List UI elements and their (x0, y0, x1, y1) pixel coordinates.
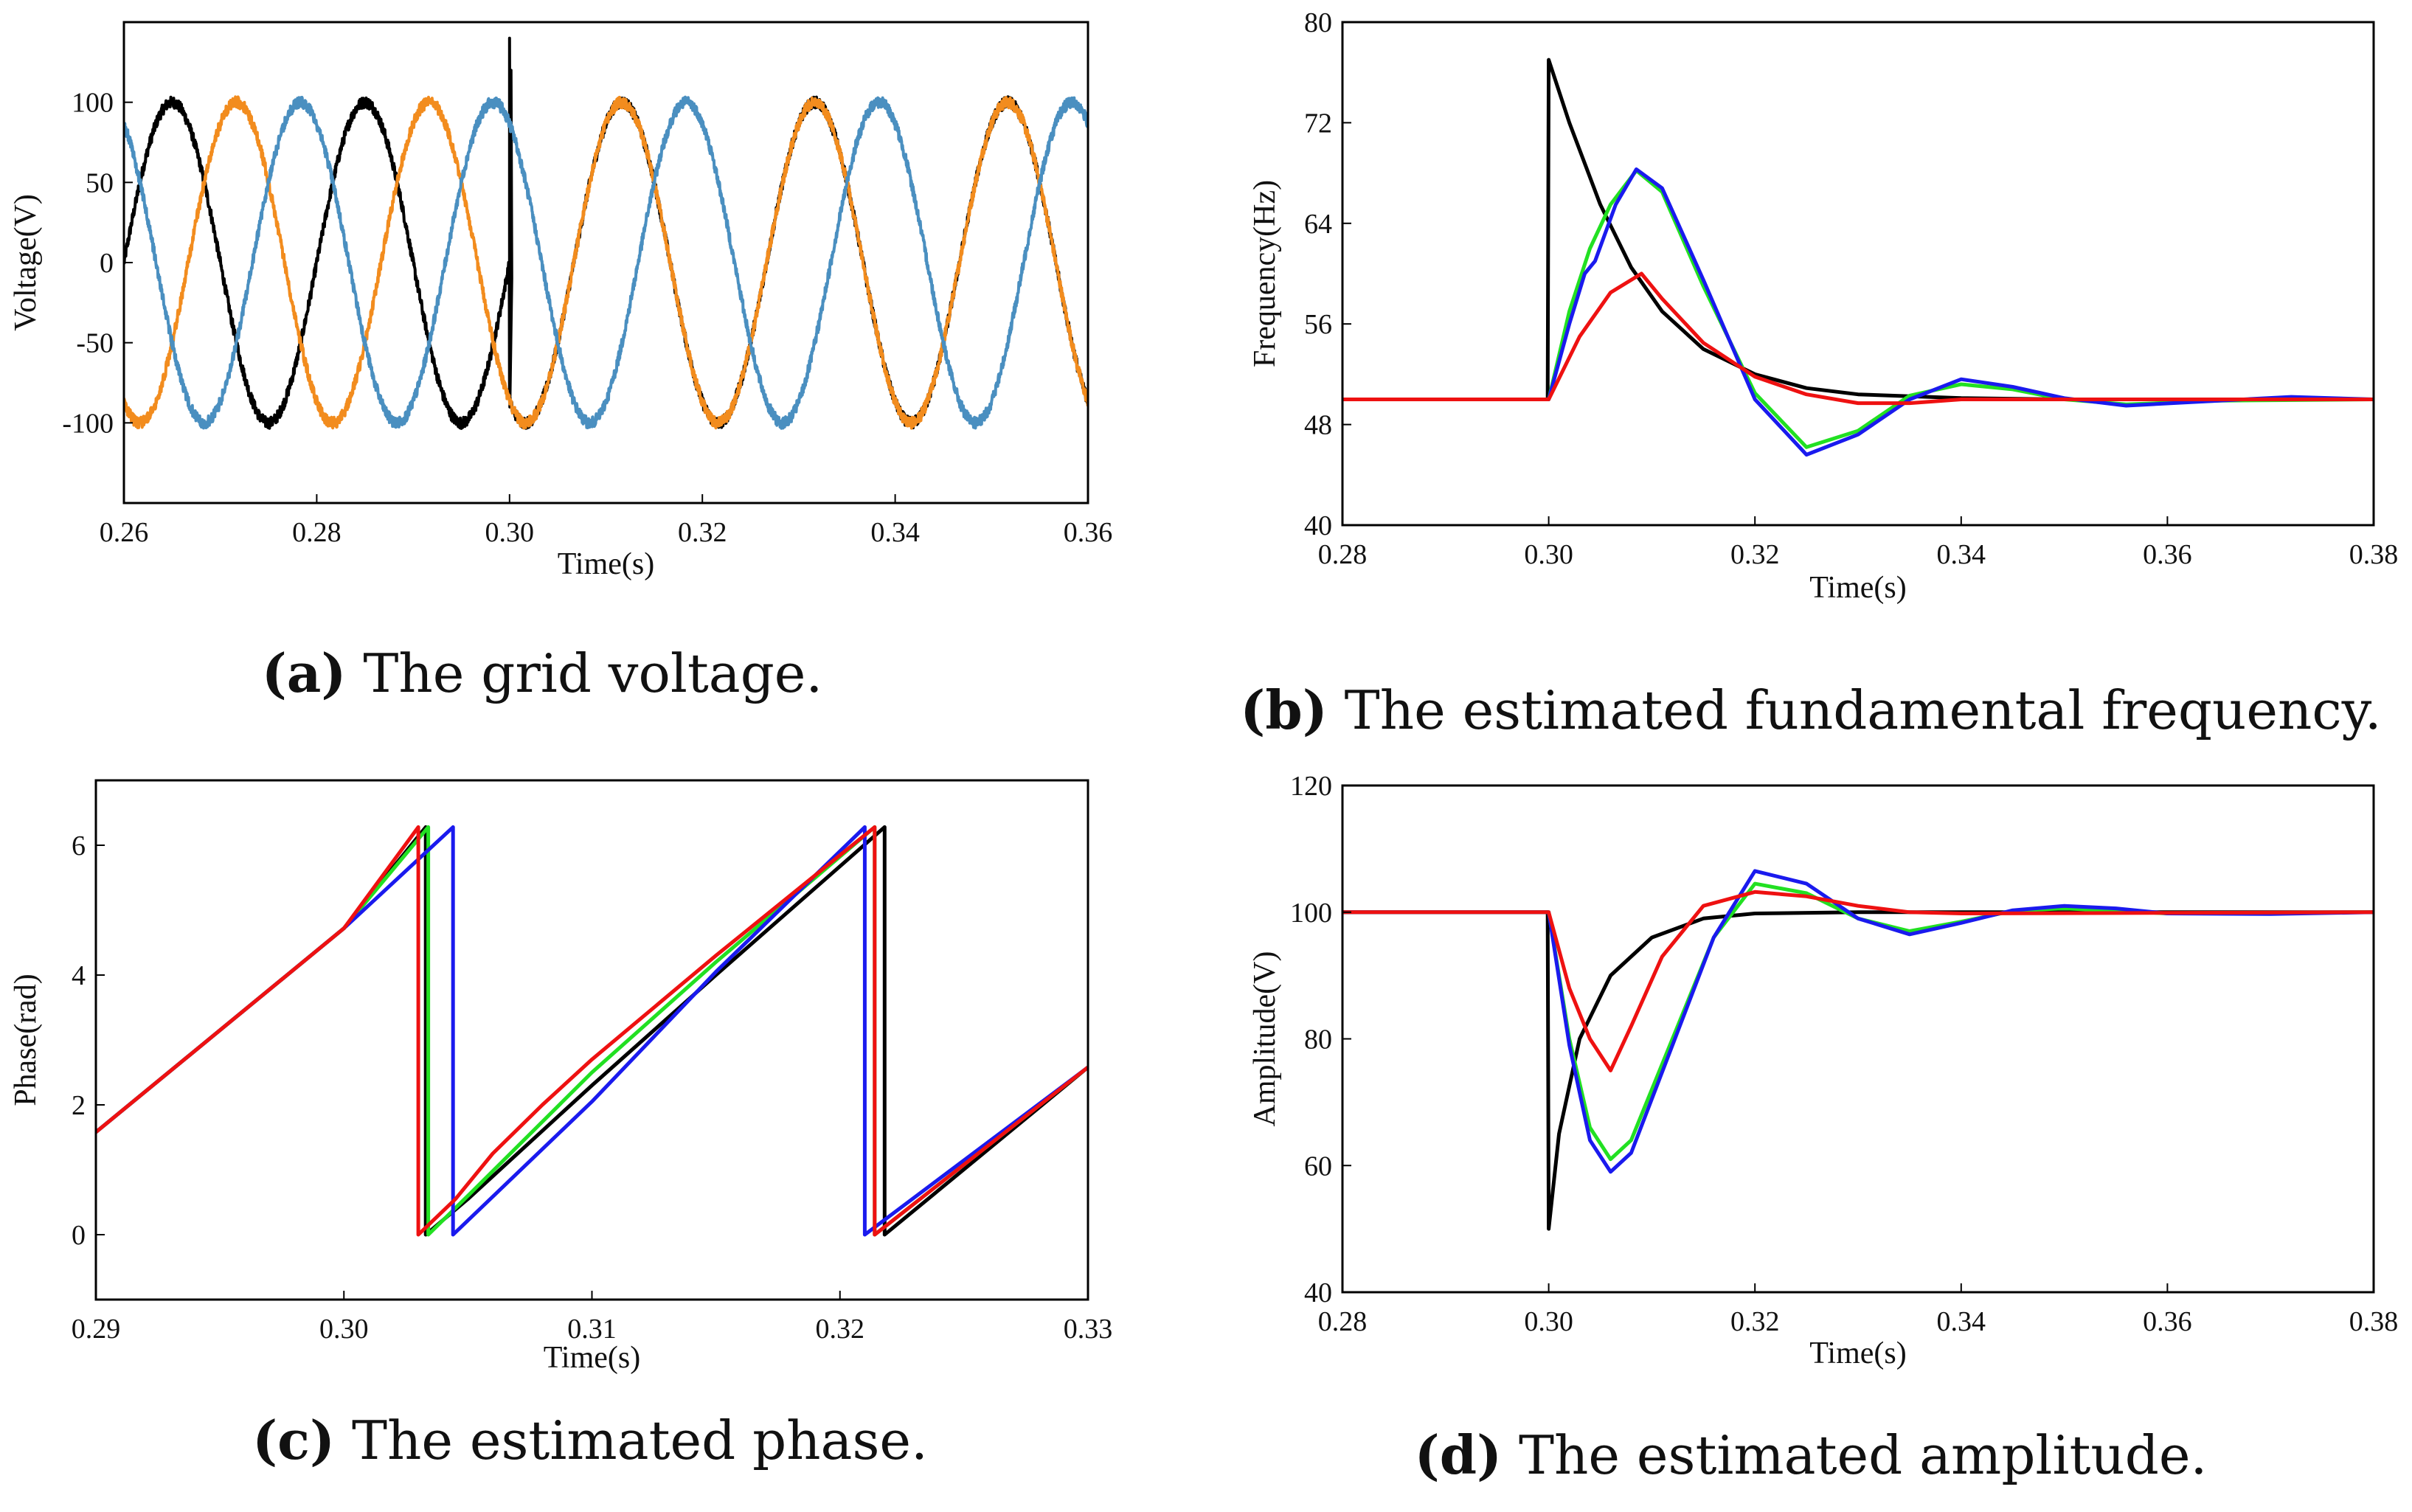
caption-d-tag: (d) (1414, 1423, 1503, 1486)
chart-a-ylabel: Voltage(V) (9, 194, 43, 331)
caption-d-text: The estimated amplitude. (1519, 1424, 2208, 1486)
chart-b-ylabel: Frequency(Hz) (1248, 180, 1282, 367)
chart-c-series-red (96, 825, 1088, 1237)
chart-b-ytick-label: 48 (1304, 410, 1332, 441)
caption-a-tag: (a) (261, 642, 347, 704)
chart-c-xtick-label: 0.32 (816, 1314, 865, 1345)
chart-d-xtick-label: 0.38 (2349, 1306, 2399, 1337)
chart-d-ytick-label: 60 (1304, 1151, 1332, 1182)
chart-c-series-black (96, 825, 1088, 1237)
chart-c-xtick-label: 0.31 (567, 1314, 617, 1345)
chart-b-xtick-label: 0.32 (1730, 539, 1780, 570)
chart-a-series-phase-a (124, 36, 1088, 430)
chart-b-ytick-label: 72 (1304, 108, 1332, 139)
chart-c-xlabel: Time(s) (544, 1341, 640, 1375)
chart-b-ytick-label: 80 (1304, 7, 1332, 38)
chart-d-xtick-label: 0.32 (1730, 1306, 1780, 1337)
chart-d-xtick-label: 0.30 (1524, 1306, 1573, 1337)
chart-b-ytick-label: 40 (1304, 510, 1332, 541)
chart-d-xtick-label: 0.28 (1318, 1306, 1368, 1337)
chart-c-phase: 0.29 0.30 0.31 0.32 0.33 0 2 4 6 Time(s) Phase(rad… (9, 779, 1113, 1375)
caption-c: (c) The estimated phase. (0, 1409, 1180, 1471)
chart-a-xtick-label: 0.26 (100, 517, 149, 548)
caption-b-text: The estimated fundamental frequency. (1344, 679, 2382, 741)
chart-b-xtick-label: 0.28 (1318, 539, 1368, 570)
chart-b-xlabel: Time(s) (1809, 571, 1906, 605)
caption-c-text: The estimated phase. (351, 1409, 928, 1471)
chart-d-xtick-label: 0.34 (1937, 1306, 1986, 1337)
chart-b-series-blue (1342, 167, 2374, 457)
chart-b-frame (1341, 21, 2375, 527)
chart-b-frequency: 0.28 0.30 0.32 0.34 0.36 0.38 40 48 56 64 72 80 Time… (1248, 7, 2399, 605)
chart-d-series-green (1342, 881, 2374, 1162)
chart-a-ytick-label: -50 (76, 328, 114, 359)
panel-d: 0.28 0.30 0.32 0.34 0.36 0.38 40 60 80 100 120 Time… (1210, 760, 2412, 1505)
chart-d-series-black (1342, 910, 2374, 1231)
chart-d-ylabel: Amplitude(V) (1248, 951, 1282, 1127)
chart-a-ytick-label: 50 (86, 167, 114, 198)
chart-b-xtick-label: 0.30 (1524, 539, 1573, 570)
chart-d-ytick-label: 100 (1290, 898, 1332, 929)
chart-c-ytick-label: 0 (72, 1220, 86, 1251)
chart-a-xtick-label: 0.30 (485, 517, 535, 548)
chart-a-xtick-label: 0.28 (292, 517, 342, 548)
chart-a-xtick-label: 0.34 (870, 517, 920, 548)
chart-d-ytick-label: 40 (1304, 1277, 1332, 1308)
chart-a-frame (122, 21, 1089, 504)
chart-c-series-green (96, 825, 1088, 1237)
chart-b-xtick-label: 0.38 (2349, 539, 2399, 570)
caption-a-text: The grid voltage. (363, 642, 823, 704)
chart-b-series-green (1342, 168, 2374, 449)
chart-a-ytick-label: 100 (72, 88, 114, 119)
caption-a: (a) The grid voltage. (0, 642, 1084, 704)
chart-a-series-phase-c (124, 95, 1088, 430)
chart-b-xtick-label: 0.36 (2143, 539, 2192, 570)
chart-b-series-red (1342, 271, 2374, 406)
chart-a-xtick-label: 0.36 (1064, 517, 1113, 548)
chart-b-ytick-label: 64 (1304, 209, 1332, 240)
chart-d-frame (1341, 784, 2375, 1294)
chart-a-grid-voltage: 0.26 0.28 0.30 0.32 0.34 0.36 -100 -50 0 50 100 Tim… (9, 21, 1113, 581)
chart-d-amplitude: 0.28 0.30 0.32 0.34 0.36 0.38 40 60 80 100 120 Time… (1248, 771, 2399, 1370)
panel-c: 0.29 0.30 0.31 0.32 0.33 0 2 4 6 Time(s) Phase(rad… (0, 760, 1195, 1505)
chart-c-xtick-label: 0.29 (72, 1314, 121, 1345)
chart-c-ytick-label: 4 (72, 960, 86, 991)
chart-b-series-black (1342, 58, 2374, 401)
caption-b: (b) The estimated fundamental frequency. (1210, 679, 2412, 741)
caption-b-tag: (b) (1240, 679, 1328, 741)
chart-d-xlabel: Time(s) (1809, 1336, 1906, 1370)
chart-d-series-red (1342, 889, 2374, 1072)
chart-c-ytick-label: 2 (72, 1090, 86, 1121)
chart-a-series-phase-b (124, 95, 1088, 430)
chart-c-ytick-label: 6 (72, 830, 86, 861)
chart-c-ylabel: Phase(rad) (9, 974, 43, 1106)
chart-c-frame (94, 779, 1089, 1301)
chart-c-xtick-label: 0.30 (319, 1314, 369, 1345)
chart-b-xtick-label: 0.34 (1937, 539, 1986, 570)
chart-b-ytick-label: 56 (1304, 309, 1332, 340)
caption-c-tag: (c) (252, 1409, 336, 1471)
panel-a: 0.26 0.28 0.30 0.32 0.34 0.36 -100 -50 0 50 100 Tim… (0, 0, 1195, 745)
chart-a-xlabel: Time(s) (558, 547, 654, 581)
chart-c-series-blue (96, 825, 1088, 1237)
chart-a-ytick-label: 0 (100, 248, 114, 279)
chart-a-ytick-label: -100 (62, 408, 114, 439)
chart-a-xtick-label: 0.32 (678, 517, 727, 548)
chart-d-ytick-label: 80 (1304, 1024, 1332, 1055)
chart-d-series-blue (1342, 869, 2374, 1174)
chart-c-xtick-label: 0.33 (1064, 1314, 1113, 1345)
chart-d-ytick-label: 120 (1290, 771, 1332, 802)
chart-d-xtick-label: 0.36 (2143, 1306, 2192, 1337)
panel-b: 0.28 0.30 0.32 0.34 0.36 0.38 40 48 56 64 72 80 Time… (1210, 0, 2412, 745)
caption-d: (d) The estimated amplitude. (1210, 1423, 2412, 1486)
